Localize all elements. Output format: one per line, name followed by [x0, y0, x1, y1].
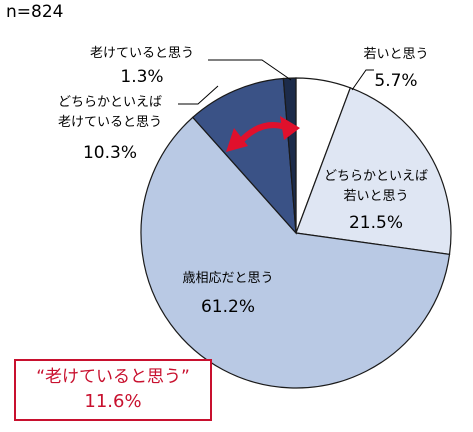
double-arrow: [226, 116, 300, 152]
slice-value-5: 1.3%: [120, 67, 163, 87]
arrow-head-right: [280, 116, 300, 140]
sample-size-label: n=824: [6, 2, 64, 22]
leader-line-1: [351, 69, 374, 91]
pie-slice-4: [191, 77, 297, 235]
leader-line-4: [178, 85, 219, 105]
slice-value-2: 21.5%: [349, 213, 403, 233]
leader-lines: [178, 59, 374, 105]
slice-label-1: 若いと思う: [363, 46, 428, 62]
slice-label-3: 歳相応だと思う: [182, 271, 273, 286]
arrow-head-left: [226, 128, 248, 152]
slice-label-2: どちらかといえば若いと思う: [324, 169, 428, 204]
slice-label-5: 老けていると思う: [90, 46, 194, 61]
pie-slice-2: [295, 87, 452, 256]
callout-value: 11.6%: [84, 391, 142, 412]
slice-value-4: 10.3%: [83, 143, 137, 163]
leader-line-5: [208, 59, 292, 81]
slice-labels: 若いと思う 5.7% どちらかといえば若いと思う 21.5% 歳相応だと思う 61.2% ど…: [58, 46, 429, 317]
slice-value-3: 61.2%: [201, 297, 255, 317]
callout-label: “老けていると思う”: [36, 367, 190, 387]
combined-callout-box: “老けていると思う” 11.6%: [14, 359, 212, 421]
pie-slice-5: [282, 77, 297, 234]
pie-slices: [140, 77, 452, 389]
slice-value-1: 5.7%: [374, 71, 417, 91]
slice-label-4: どちらかといえば老けていると思う: [58, 95, 162, 130]
pie-slice-3: [140, 116, 451, 389]
